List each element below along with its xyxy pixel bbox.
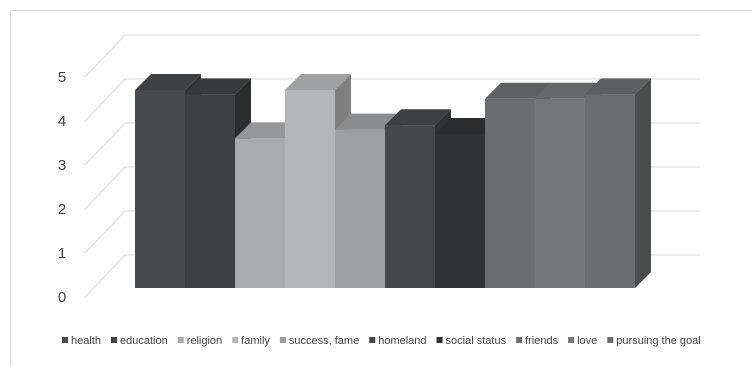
y-tick-label: 3 [58, 157, 66, 174]
legend: health education religion family success, fa… [62, 335, 701, 347]
legend-swatch [177, 337, 184, 343]
legend-label: love [577, 335, 597, 347]
gridline-depth [84, 166, 126, 210]
bar-front [535, 98, 585, 288]
bar-front [285, 90, 335, 288]
legend-item: social status [436, 335, 507, 347]
bar-pursuing-the-goal [585, 78, 651, 289]
y-tick-label: 5 [58, 69, 66, 86]
bar-front [585, 94, 635, 289]
bar-front [235, 138, 285, 288]
legend-swatch [516, 337, 523, 343]
legend-item: pursuing the goal [607, 335, 701, 347]
bar-front [385, 125, 435, 288]
legend-label: health [71, 335, 101, 347]
bar-front [435, 134, 485, 288]
legend-item: friends [516, 335, 559, 347]
legend-label: religion [187, 335, 222, 347]
y-axis-ticks: 0 1 2 3 4 5 [58, 69, 66, 306]
legend-label: social status [446, 335, 507, 347]
bar-top [135, 74, 201, 90]
legend-swatch [436, 337, 443, 343]
bar-top [435, 118, 501, 134]
chart-frame [10, 10, 752, 365]
legend-swatch [62, 337, 68, 343]
bar-top [585, 78, 651, 95]
bar-front [185, 94, 235, 289]
legend-swatch [568, 337, 575, 343]
bar-top [285, 74, 351, 90]
bar-front [135, 90, 185, 288]
bar-top [535, 82, 601, 99]
gridline-depth [84, 122, 126, 166]
bars [135, 74, 651, 289]
gridline-depth [84, 34, 126, 78]
legend-label: homeland [378, 335, 426, 347]
legend-item: education [110, 335, 168, 347]
legend-swatch [369, 337, 376, 343]
y-tick-label: 1 [58, 245, 66, 262]
bar-side [635, 78, 651, 289]
legend-swatch [232, 337, 239, 343]
legend-label: education [120, 335, 168, 347]
bar-top [185, 78, 251, 95]
legend-label: pursuing the goal [616, 335, 700, 347]
bar-top [385, 109, 451, 126]
y-tick-label: 4 [58, 113, 66, 130]
legend-swatch [279, 337, 286, 343]
gridline-depth [84, 78, 126, 122]
bar-top [335, 113, 401, 130]
bar-top [235, 122, 301, 139]
legend-label: success, fame [289, 335, 359, 347]
bar-front [335, 129, 385, 288]
legend-item: success, fame [279, 335, 359, 347]
bar-top [485, 82, 551, 99]
legend-swatch [110, 337, 117, 343]
legend-item: homeland [369, 335, 427, 347]
gridline-depth [84, 254, 126, 298]
y-tick-label: 0 [58, 289, 66, 306]
legend-item: health [62, 335, 101, 347]
legend-swatch [607, 337, 614, 343]
gridline-depth [84, 210, 126, 254]
legend-item: love [568, 335, 597, 347]
bar-front [485, 98, 535, 288]
legend-item: family [232, 335, 270, 347]
legend-item: religion [177, 335, 222, 347]
y-tick-label: 2 [58, 201, 66, 218]
legend-label: family [241, 335, 270, 347]
legend-label: friends [525, 335, 559, 347]
